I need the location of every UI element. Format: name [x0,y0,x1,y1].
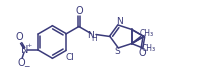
Text: CH₃: CH₃ [140,29,154,38]
Text: CH₃: CH₃ [142,44,156,53]
Text: Cl: Cl [65,53,74,63]
Text: H: H [92,34,97,43]
Text: N: N [116,17,123,26]
Text: S: S [114,47,120,56]
Text: O: O [138,49,146,58]
Text: +: + [26,43,31,48]
Text: O: O [15,32,23,42]
Text: O: O [75,6,83,15]
Text: N: N [22,45,29,55]
Text: −: − [23,63,30,72]
Text: N: N [88,31,94,40]
Text: O: O [17,58,25,68]
